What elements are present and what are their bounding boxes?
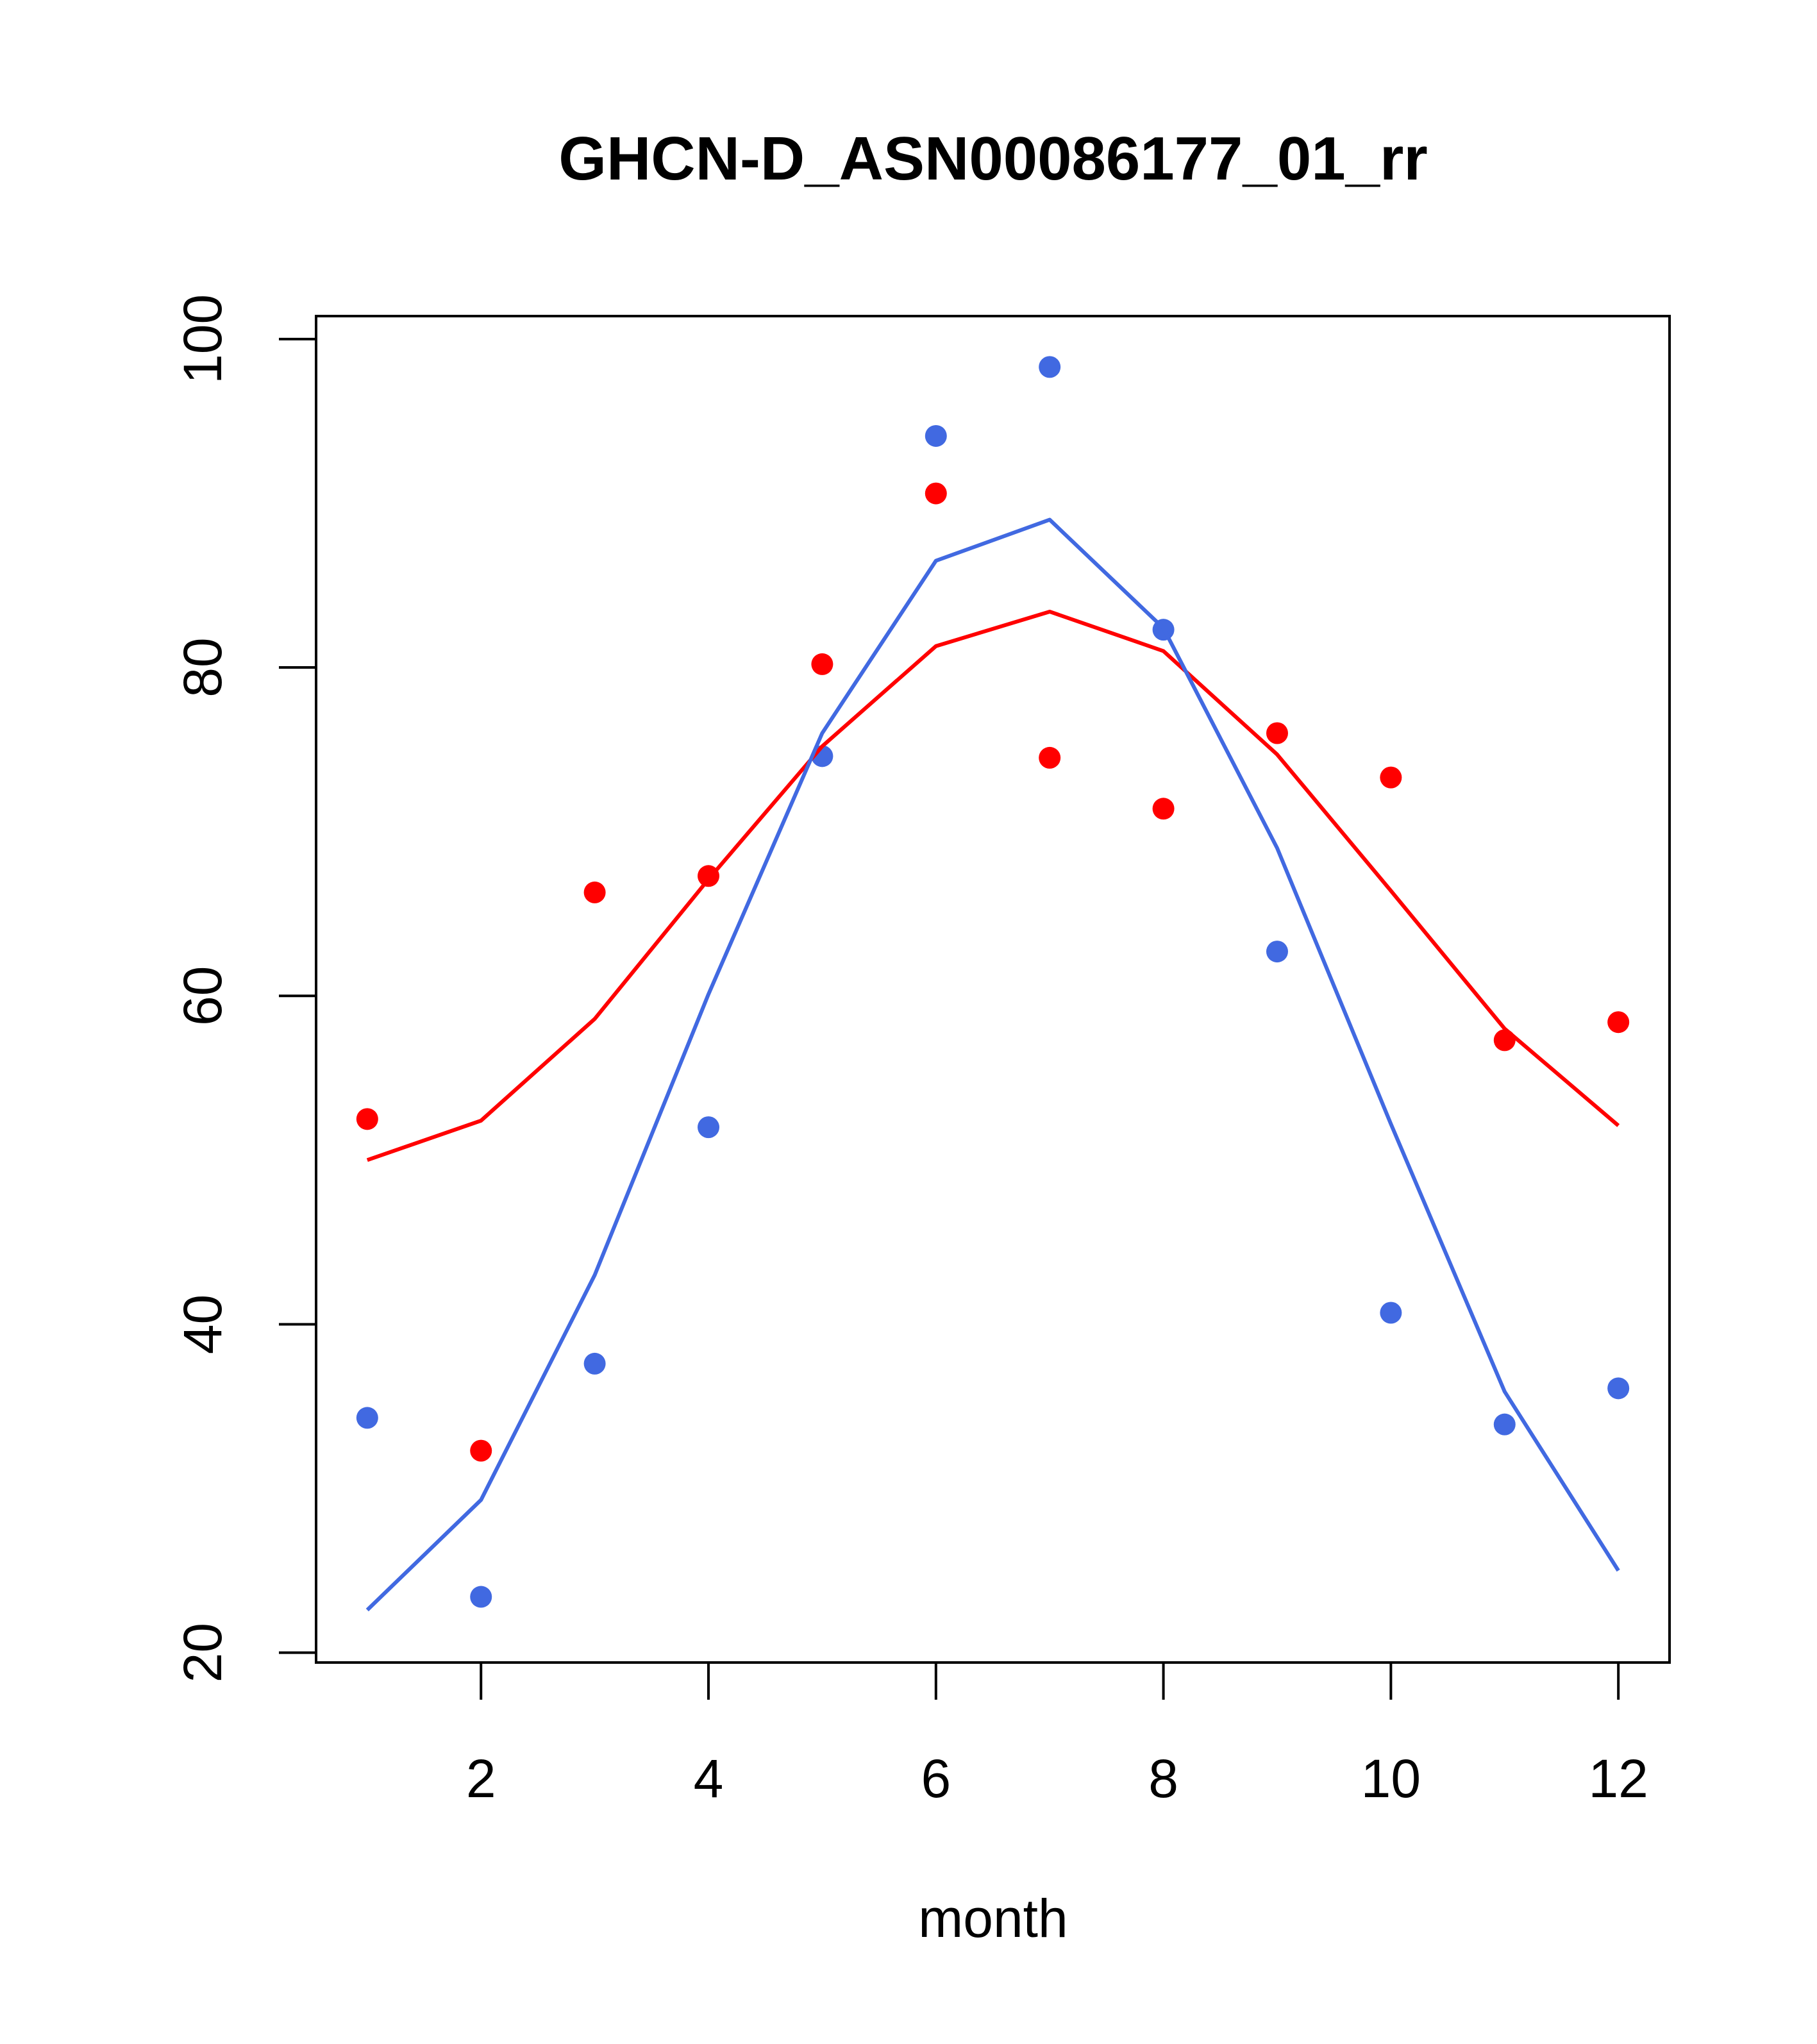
data-point (470, 1439, 492, 1462)
data-point (1039, 746, 1061, 769)
data-point (925, 424, 947, 447)
data-point (470, 1586, 492, 1608)
data-point (1607, 1377, 1630, 1400)
x-axis-label: month (918, 1888, 1068, 1948)
data-point (356, 1407, 378, 1429)
data-point (925, 482, 947, 505)
data-point (1607, 1011, 1630, 1034)
plot-layer: 2 4 6 8 10 12 20 40 60 80 100 (172, 294, 1671, 1809)
data-point (1039, 356, 1061, 378)
data-point (356, 1108, 378, 1130)
x-tick-label: 12 (1588, 1748, 1648, 1809)
x-tick-label: 6 (921, 1748, 951, 1809)
series-line (366, 609, 1620, 1162)
data-point (1152, 798, 1175, 820)
data-point (583, 1352, 606, 1375)
series-3-line (365, 517, 1620, 1612)
data-point (698, 1116, 720, 1139)
x-tick-label: 4 (694, 1748, 724, 1809)
data-point (1266, 941, 1288, 963)
data-point (583, 881, 606, 903)
y-tick-label: 20 (172, 1623, 233, 1682)
y-tick-label: 40 (172, 1294, 233, 1354)
data-point (1380, 766, 1402, 789)
data-point (1493, 1413, 1516, 1436)
data-point (1493, 1029, 1516, 1051)
data-point (1380, 1302, 1402, 1324)
x-tick-label: 8 (1148, 1748, 1178, 1809)
y-tick-label: 100 (172, 294, 233, 384)
x-tick-label: 2 (466, 1748, 496, 1809)
x-tick-label: 10 (1361, 1748, 1421, 1809)
chart-title: GHCN-D_ASN00086177_01_rr (558, 124, 1427, 193)
y-tick-label: 80 (172, 637, 233, 697)
series-line (365, 517, 1620, 1612)
series-2-line (366, 609, 1620, 1162)
data-point (1266, 722, 1288, 744)
data-point (811, 653, 833, 675)
y-tick-label: 60 (172, 966, 233, 1026)
